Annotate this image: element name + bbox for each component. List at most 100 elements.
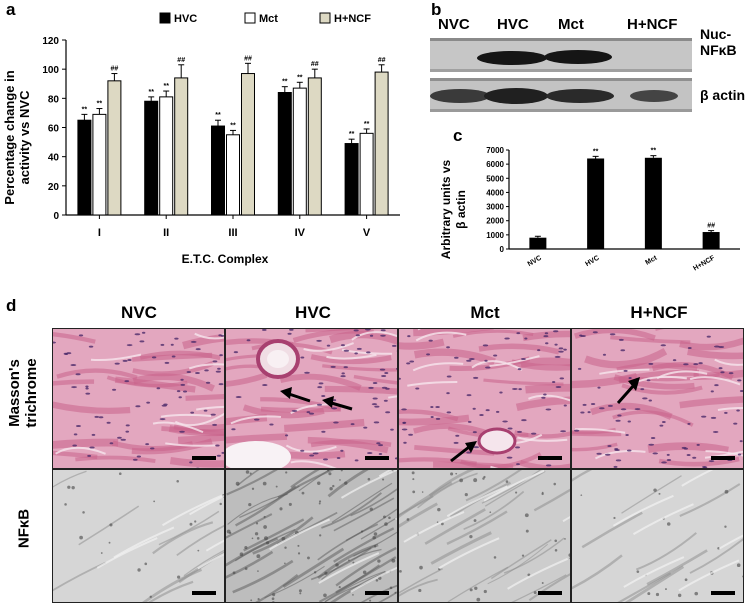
x-tick-label: I xyxy=(98,227,101,239)
hist-col-hncf: H+NCF xyxy=(630,303,688,322)
significance-label: ## xyxy=(311,61,319,68)
x-tick-label: V xyxy=(363,227,371,239)
y-tick-label: 6000 xyxy=(486,160,504,169)
bar xyxy=(644,157,662,249)
arrow-icon xyxy=(226,339,353,468)
significance-label: ** xyxy=(282,79,288,86)
band-nfkb-mct xyxy=(544,50,612,64)
bar xyxy=(226,134,240,216)
nfkb-hvc-image xyxy=(225,469,398,603)
band-nfkb-hvc xyxy=(477,51,547,65)
bar xyxy=(174,77,189,216)
etc-complex-chart: 0 20 40 60 80 100 120 I ** ** ## II ** ** ## III ** ** ## I… xyxy=(2,12,400,266)
tissue-texture xyxy=(53,329,224,468)
y-tick-label: 40 xyxy=(48,153,60,164)
y-axis-title: Arbitrary units vsβ actin xyxy=(439,159,468,259)
hist-row-trichrome: Masson's trichrome xyxy=(6,343,40,443)
tissue-texture xyxy=(399,470,570,602)
hist-col-mct: Mct xyxy=(470,303,500,322)
legend-swatch xyxy=(159,12,171,24)
bar xyxy=(529,237,547,249)
bar xyxy=(144,100,159,216)
blot-strip-nfkb xyxy=(430,38,692,72)
nfkb-mct-image xyxy=(398,469,571,603)
significance-label: ** xyxy=(593,148,599,155)
hist-row-trichrome-line2: trichrome xyxy=(23,358,40,428)
scale-bar xyxy=(365,591,389,595)
band-actin-hncf xyxy=(630,90,678,102)
bar xyxy=(359,132,374,216)
blot-lane-nvc: NVC xyxy=(438,16,470,33)
y-axis-title-line1: Arbitrary units vs xyxy=(439,159,453,259)
trichrome-hncf-image xyxy=(571,328,744,469)
nfkb-quant-chart: 0 1000 2000 3000 4000 5000 6000 7000 NVC ** HVC ** M… xyxy=(439,146,740,272)
significance-label: ## xyxy=(378,57,386,64)
bar xyxy=(241,73,255,216)
nfkb-nvc-image xyxy=(52,469,225,603)
y-axis-title-line2: activity vs NVC xyxy=(17,90,32,185)
scale-bar xyxy=(192,456,216,460)
y-tick-label: 3000 xyxy=(486,203,504,212)
panel-label-a: a xyxy=(6,0,16,19)
legend-label: Mct xyxy=(259,13,278,25)
x-tick-label: Mct xyxy=(644,254,659,266)
legend-label: HVC xyxy=(174,13,197,25)
significance-label: ** xyxy=(349,131,355,138)
tissue-texture xyxy=(226,470,397,602)
bar xyxy=(107,80,122,216)
band-actin-hvc xyxy=(484,88,548,104)
significance-label: ## xyxy=(244,55,252,62)
blot-strip-actin xyxy=(430,78,692,112)
significance-label: ## xyxy=(707,223,715,230)
band-actin-nvc xyxy=(430,89,490,103)
bar xyxy=(344,143,359,216)
y-tick-label: 0 xyxy=(53,211,59,222)
trichrome-nvc-image xyxy=(52,328,225,469)
scale-bar xyxy=(711,456,735,460)
hist-col-hvc: HVC xyxy=(295,303,331,322)
tissue-texture xyxy=(572,470,743,602)
blot-lane-hncf: H+NCF xyxy=(627,16,678,33)
legend-label: H+NCF xyxy=(334,13,371,25)
tissue-texture xyxy=(572,329,743,468)
y-tick-label: 80 xyxy=(48,94,60,105)
y-tick-label: 120 xyxy=(42,36,59,47)
panel-label-c: c xyxy=(453,126,463,145)
legend-swatch xyxy=(244,12,256,24)
y-tick-label: 4000 xyxy=(486,188,504,197)
blot-label-nfkb: Nuc- NFκB xyxy=(700,26,737,58)
panel-label-b: b xyxy=(431,0,442,19)
significance-label: ** xyxy=(148,89,154,96)
significance-label: ** xyxy=(651,148,657,155)
scale-bar xyxy=(538,456,562,460)
hist-row-trichrome-line1: Masson's xyxy=(6,359,23,427)
band-actin-mct xyxy=(546,89,614,103)
x-tick-label: HVC xyxy=(584,255,600,268)
y-tick-label: 7000 xyxy=(486,146,504,155)
y-tick-label: 5000 xyxy=(486,174,504,183)
x-axis-title: E.T.C. Complex xyxy=(182,252,269,266)
significance-label: ** xyxy=(215,112,221,119)
x-tick-label: III xyxy=(228,227,237,239)
hist-row-nfkb: NFκB xyxy=(15,508,33,549)
x-tick-label: IV xyxy=(295,227,306,239)
significance-label: ** xyxy=(297,74,303,81)
hist-col-nvc: NVC xyxy=(121,303,157,322)
scale-bar xyxy=(365,456,389,460)
blot-lane-hvc: HVC xyxy=(497,16,529,33)
y-tick-label: 1000 xyxy=(486,231,504,240)
y-tick-label: 0 xyxy=(500,245,505,254)
x-tick-label: NVC xyxy=(527,255,543,268)
scale-bar xyxy=(711,591,735,595)
blot-label-nfkb-line2: NFκB xyxy=(700,42,737,58)
y-axis-title-line2: β actin xyxy=(454,190,468,229)
trichrome-mct-image xyxy=(398,328,571,469)
bar xyxy=(159,96,174,216)
x-tick-label: II xyxy=(163,227,169,239)
legend-swatch xyxy=(319,12,331,24)
trichrome-hvc-image xyxy=(225,328,398,469)
significance-label: ** xyxy=(97,101,103,108)
blot-label-nfkb-line1: Nuc- xyxy=(700,26,732,42)
bar xyxy=(277,92,292,216)
scale-bar xyxy=(538,591,562,595)
